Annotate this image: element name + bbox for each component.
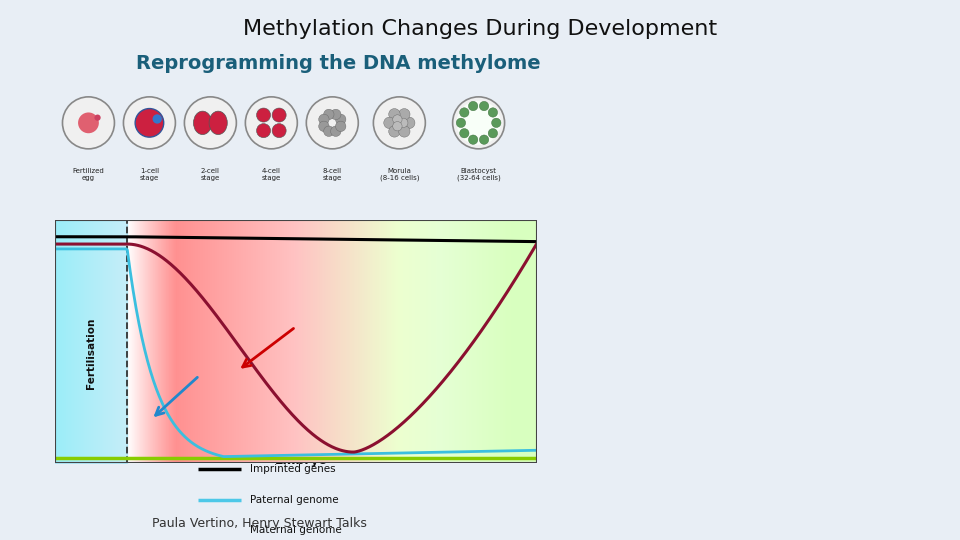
Ellipse shape [319,121,329,132]
Ellipse shape [153,114,162,124]
Text: Fertilisation: Fertilisation [86,318,96,389]
Ellipse shape [306,97,358,149]
Ellipse shape [456,118,466,127]
Text: Reprogramming the DNA methylome: Reprogramming the DNA methylome [136,55,540,73]
Ellipse shape [335,121,346,132]
Text: Blastocyst
(32-64 cells): Blastocyst (32-64 cells) [457,168,500,181]
Ellipse shape [272,108,286,122]
Ellipse shape [135,109,164,137]
Ellipse shape [389,126,400,137]
Ellipse shape [256,108,271,122]
Ellipse shape [62,97,114,149]
Text: 2-cell
stage: 2-cell stage [201,168,220,181]
Ellipse shape [194,111,212,134]
Ellipse shape [319,114,329,125]
Text: Morula
(8-16 cells): Morula (8-16 cells) [379,168,420,181]
Ellipse shape [492,118,501,127]
Ellipse shape [479,102,489,111]
Ellipse shape [324,126,334,137]
Ellipse shape [398,109,410,120]
Text: Methylation Changes During Development: Methylation Changes During Development [243,19,717,39]
Ellipse shape [256,124,271,138]
Text: Imprinted genes: Imprinted genes [250,464,336,474]
Text: Maternal genome: Maternal genome [250,525,342,535]
Ellipse shape [330,126,341,137]
Ellipse shape [335,114,346,125]
Ellipse shape [398,126,410,137]
Ellipse shape [452,97,505,149]
Text: 8-cell
stage: 8-cell stage [323,168,342,181]
Ellipse shape [393,115,402,124]
Ellipse shape [78,112,99,133]
Ellipse shape [460,108,469,117]
Ellipse shape [272,124,286,138]
Text: 4-cell
stage: 4-cell stage [262,168,281,181]
Ellipse shape [489,108,497,117]
Text: Paternal genome: Paternal genome [250,495,339,505]
Ellipse shape [468,102,478,111]
Ellipse shape [384,117,396,129]
Ellipse shape [403,117,415,129]
Ellipse shape [324,109,334,120]
Ellipse shape [94,114,101,121]
Ellipse shape [184,97,236,149]
Ellipse shape [209,111,228,134]
Text: 1-cell
stage: 1-cell stage [140,168,159,181]
Text: Embryo: Embryo [276,454,328,467]
Ellipse shape [393,122,402,131]
Text: Paula Vertino, Henry Stewart Talks: Paula Vertino, Henry Stewart Talks [152,517,367,530]
Ellipse shape [330,109,341,120]
Text: Fertilized
egg: Fertilized egg [73,168,105,181]
Ellipse shape [457,101,501,145]
Ellipse shape [489,129,497,138]
Ellipse shape [389,109,400,120]
Ellipse shape [373,97,425,149]
Ellipse shape [246,97,298,149]
Ellipse shape [124,97,176,149]
Ellipse shape [460,129,469,138]
Ellipse shape [468,135,478,144]
Ellipse shape [398,118,408,127]
Ellipse shape [479,135,489,144]
